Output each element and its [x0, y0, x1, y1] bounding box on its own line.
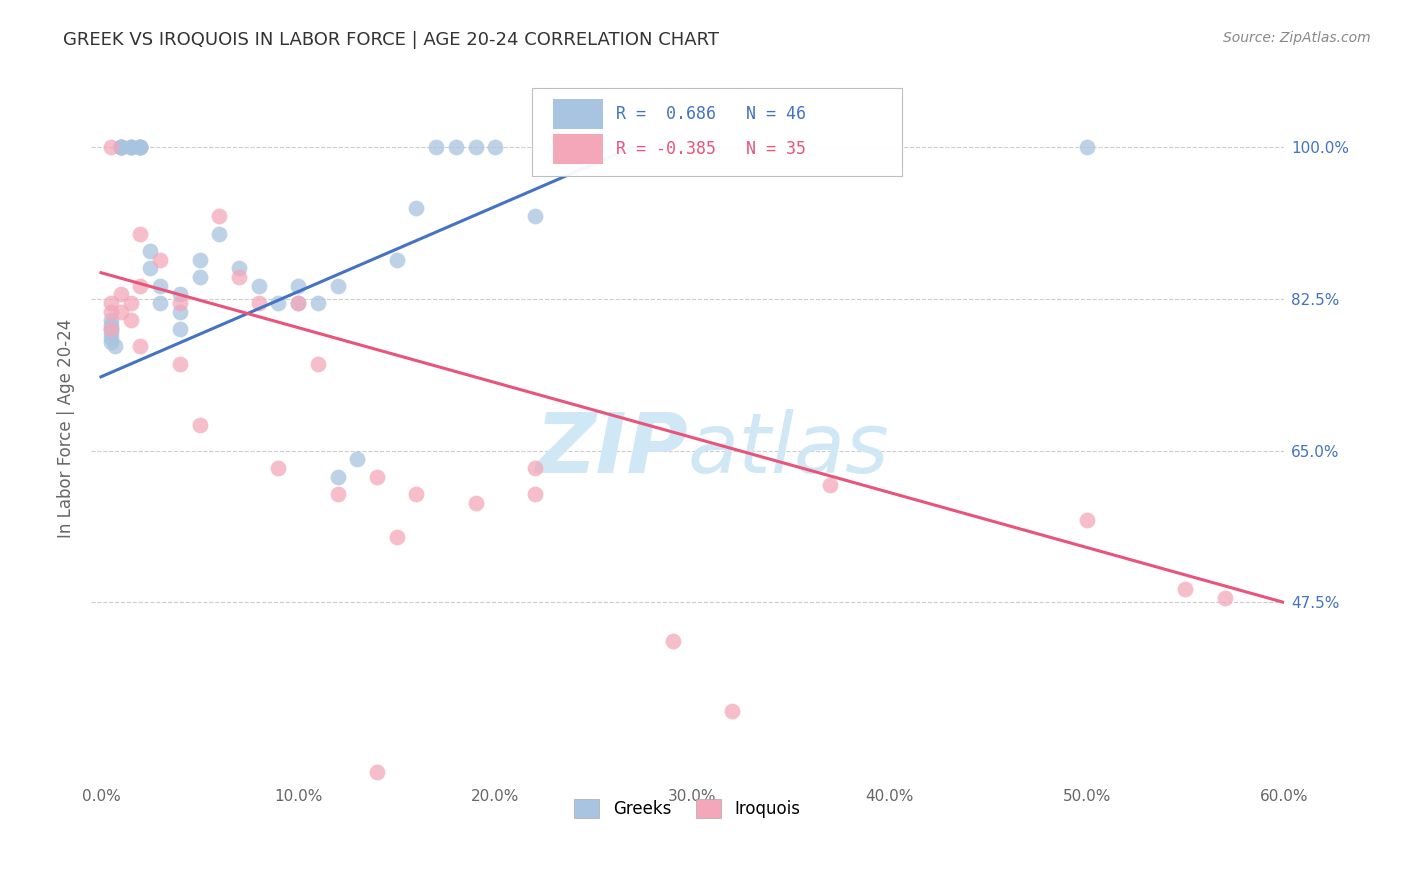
Point: [110, 140, 132, 154]
Point: [444, 140, 467, 154]
Point: [228, 270, 250, 285]
Point: [100, 313, 122, 327]
Point: [120, 313, 142, 327]
Point: [120, 140, 142, 154]
Y-axis label: In Labor Force | Age 20-24: In Labor Force | Age 20-24: [58, 319, 75, 539]
Point: [188, 270, 211, 285]
Point: [247, 278, 270, 293]
Point: [267, 461, 290, 475]
FancyBboxPatch shape: [553, 135, 603, 164]
Point: [129, 140, 152, 154]
Point: [247, 296, 270, 310]
FancyBboxPatch shape: [553, 99, 603, 128]
Point: [464, 140, 486, 154]
Point: [129, 278, 152, 293]
Point: [188, 252, 211, 267]
Point: [1076, 513, 1098, 527]
Point: [523, 209, 546, 223]
Point: [110, 140, 132, 154]
Point: [100, 296, 122, 310]
Point: [100, 326, 122, 341]
Point: [287, 296, 309, 310]
Point: [110, 287, 132, 301]
Point: [188, 417, 211, 432]
Point: [326, 487, 349, 501]
Point: [366, 764, 388, 779]
Point: [120, 296, 142, 310]
Point: [169, 322, 191, 336]
Point: [661, 634, 683, 648]
Point: [129, 227, 152, 241]
Point: [110, 140, 132, 154]
Point: [110, 140, 132, 154]
Point: [326, 278, 349, 293]
Text: R =  0.686   N = 46: R = 0.686 N = 46: [616, 105, 806, 123]
Point: [484, 140, 506, 154]
Point: [287, 296, 309, 310]
Point: [149, 296, 172, 310]
Point: [208, 209, 231, 223]
Point: [523, 487, 546, 501]
Point: [1076, 140, 1098, 154]
Point: [366, 469, 388, 483]
Point: [385, 530, 408, 544]
Point: [405, 487, 427, 501]
Point: [346, 452, 368, 467]
Point: [169, 357, 191, 371]
Point: [139, 261, 162, 276]
Point: [208, 227, 231, 241]
Point: [169, 304, 191, 318]
Legend: Greeks, Iroquois: Greeks, Iroquois: [568, 792, 807, 825]
Point: [129, 140, 152, 154]
Point: [104, 339, 127, 353]
Point: [149, 252, 172, 267]
Point: [523, 461, 546, 475]
Text: GREEK VS IROQUOIS IN LABOR FORCE | AGE 20-24 CORRELATION CHART: GREEK VS IROQUOIS IN LABOR FORCE | AGE 2…: [63, 31, 720, 49]
Point: [1213, 591, 1236, 605]
Point: [100, 140, 122, 154]
Point: [139, 244, 162, 258]
Point: [129, 140, 152, 154]
Point: [100, 335, 122, 350]
Point: [149, 278, 172, 293]
Point: [1174, 582, 1197, 597]
Point: [721, 704, 744, 718]
Point: [100, 331, 122, 345]
Point: [100, 322, 122, 336]
Point: [228, 261, 250, 276]
Point: [820, 478, 842, 492]
Point: [100, 318, 122, 332]
Point: [120, 140, 142, 154]
Text: atlas: atlas: [688, 409, 889, 491]
Text: ZIP: ZIP: [534, 409, 688, 491]
Point: [464, 495, 486, 509]
Point: [405, 201, 427, 215]
Point: [110, 140, 132, 154]
Point: [425, 140, 447, 154]
Point: [385, 252, 408, 267]
Point: [100, 304, 122, 318]
Point: [120, 140, 142, 154]
Point: [169, 287, 191, 301]
Point: [307, 296, 329, 310]
Point: [326, 469, 349, 483]
FancyBboxPatch shape: [533, 88, 903, 176]
Text: Source: ZipAtlas.com: Source: ZipAtlas.com: [1223, 31, 1371, 45]
Point: [169, 296, 191, 310]
Point: [129, 140, 152, 154]
Point: [110, 304, 132, 318]
Point: [267, 296, 290, 310]
Point: [129, 339, 152, 353]
Point: [100, 322, 122, 336]
Text: R = -0.385   N = 35: R = -0.385 N = 35: [616, 140, 806, 158]
Point: [307, 357, 329, 371]
Point: [287, 278, 309, 293]
